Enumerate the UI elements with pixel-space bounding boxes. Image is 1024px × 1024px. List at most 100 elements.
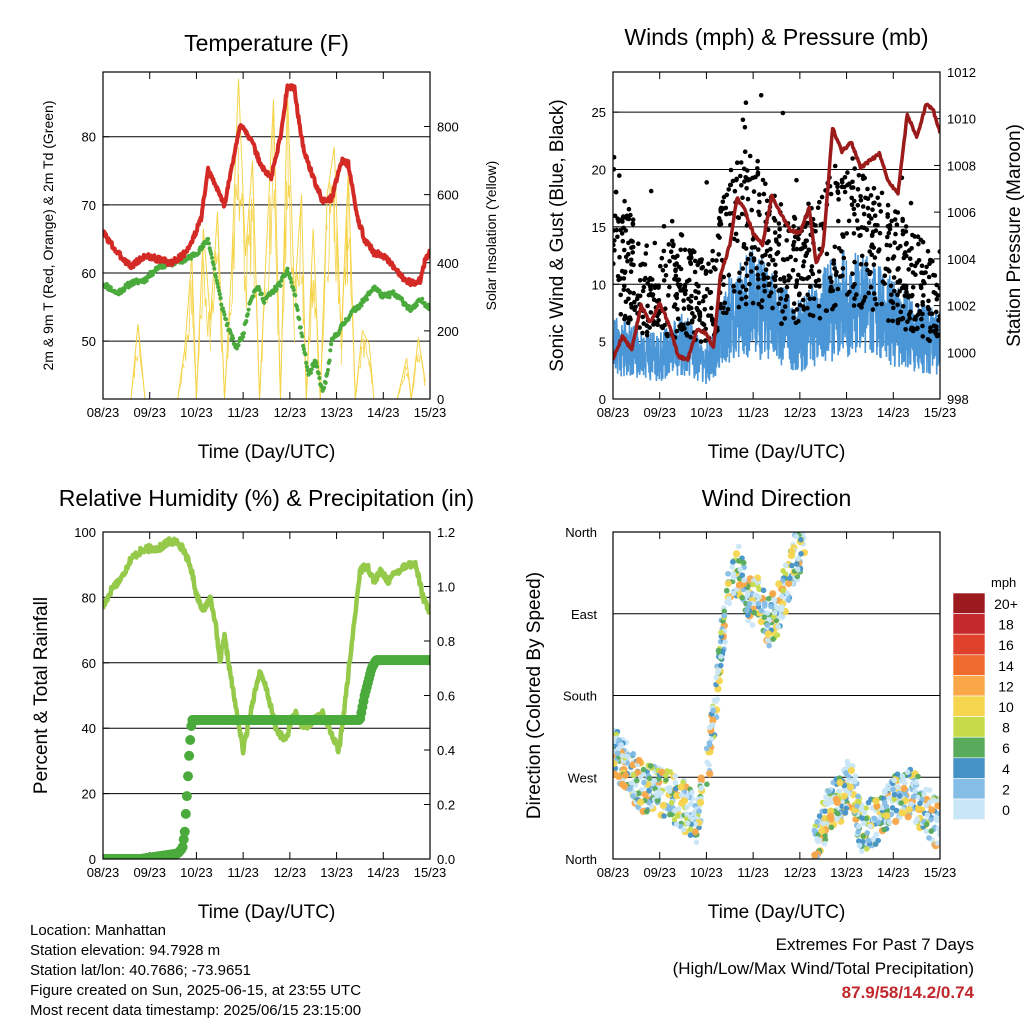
- humidity-right-tick-label: 0.2: [437, 798, 455, 813]
- gust-point: [776, 301, 782, 307]
- gust-point: [858, 261, 864, 267]
- gust-point: [860, 204, 866, 209]
- gust-point: [877, 202, 882, 208]
- direction-point: [710, 722, 716, 728]
- direction-point: [843, 770, 849, 776]
- gust-point: [852, 259, 857, 265]
- direction-point: [663, 776, 669, 783]
- direction-point: [850, 777, 856, 784]
- gust-point: [703, 268, 709, 274]
- solar-insolation-detail: [203, 260, 211, 351]
- gust-point: [625, 288, 631, 293]
- direction-point: [855, 793, 861, 800]
- solar-insolation-detail: [406, 372, 412, 399]
- gust-point: [910, 285, 916, 290]
- gust-point: [636, 241, 641, 246]
- direction-point: [899, 773, 906, 779]
- wind-pressure-left-tick-label: 10: [592, 277, 606, 292]
- gust-point: [780, 110, 786, 116]
- direction-point: [725, 571, 731, 577]
- wind-pressure-right-tick-label: 1010: [947, 112, 976, 127]
- direction-point: [832, 795, 840, 803]
- gust-point: [817, 315, 823, 321]
- direction-point: [691, 828, 699, 836]
- solar-insolation-detail: [217, 229, 225, 399]
- gust-point: [652, 285, 658, 291]
- direction-point: [846, 783, 855, 791]
- gust-point: [761, 191, 767, 197]
- gust-point: [900, 216, 905, 222]
- direction-point: [768, 603, 774, 610]
- gust-point: [740, 266, 746, 271]
- gust-point: [678, 288, 683, 293]
- direction-point: [745, 612, 751, 619]
- gust-point: [871, 200, 876, 206]
- direction-point: [635, 756, 643, 765]
- gust-point: [678, 247, 683, 253]
- direction-point: [886, 819, 893, 826]
- gust-point: [934, 309, 939, 315]
- gust-point: [797, 291, 802, 297]
- gust-point: [930, 258, 935, 264]
- gust-point: [871, 186, 877, 191]
- precip-point: [178, 834, 189, 845]
- direction-point: [778, 606, 785, 613]
- gust-point: [889, 218, 894, 224]
- solar-insolation-detail: [238, 174, 246, 291]
- gust-point: [640, 288, 646, 294]
- direction-point: [828, 824, 835, 831]
- direction-point: [900, 784, 908, 793]
- direction-point: [883, 803, 890, 810]
- gust-point: [790, 267, 796, 273]
- colorbar-unit: mph: [991, 575, 1016, 590]
- wind-direction-title: Wind Direction: [702, 485, 852, 511]
- direction-point: [706, 740, 713, 746]
- gust-point: [715, 233, 721, 238]
- solar-insolation-detail: [210, 251, 218, 337]
- direction-point: [905, 805, 913, 814]
- direction-point: [789, 562, 795, 569]
- gust-point: [831, 258, 837, 263]
- gust-point: [755, 272, 761, 278]
- gust-point: [889, 292, 894, 298]
- dewpoint-point: [377, 288, 382, 293]
- direction-point: [613, 770, 619, 778]
- dewpoint-point: [323, 380, 328, 385]
- direction-point: [935, 825, 940, 832]
- wind-direction-frame: [612, 531, 941, 860]
- gust-point: [934, 327, 939, 333]
- gust-point: [792, 216, 798, 221]
- dewpoint-point: [188, 256, 194, 261]
- gust-point: [692, 314, 697, 320]
- gust-point: [909, 325, 914, 331]
- temperature-ylabel: 2m & 9m T (Red, Orange) & 2m Td (Green): [40, 101, 56, 371]
- gust-point: [622, 283, 627, 289]
- gust-point: [759, 260, 764, 265]
- humidity-xtick-label: 12/23: [274, 865, 307, 880]
- gust-point: [727, 182, 733, 188]
- gust-point: [661, 248, 667, 254]
- extremes-values: 87.9/58/14.2/0.74: [841, 983, 974, 1002]
- gust-point: [768, 290, 774, 295]
- gust-point: [870, 307, 876, 312]
- extremes-subtitle: (High/Low/Max Wind/Total Precipitation): [672, 959, 974, 978]
- direction-point: [721, 608, 728, 615]
- humidity-title: Relative Humidity (%) & Precipitation (i…: [59, 485, 474, 511]
- gust-point: [855, 187, 861, 192]
- gust-point: [807, 284, 813, 290]
- dewpoint-point: [293, 293, 298, 298]
- gust-point: [720, 199, 726, 205]
- dewpoint-point: [223, 317, 229, 322]
- direction-point: [867, 823, 873, 830]
- direction-plot-area: [613, 532, 940, 859]
- direction-point: [678, 792, 685, 798]
- direction-point: [755, 600, 761, 607]
- gust-point: [878, 209, 884, 214]
- gust-point: [634, 296, 640, 302]
- gust-point: [813, 229, 818, 234]
- direction-tick-label: North: [565, 852, 597, 867]
- direction-point: [894, 771, 901, 777]
- dewpoint-point: [303, 352, 308, 357]
- temperature-line: [103, 83, 430, 288]
- dewpoint-point: [327, 358, 332, 363]
